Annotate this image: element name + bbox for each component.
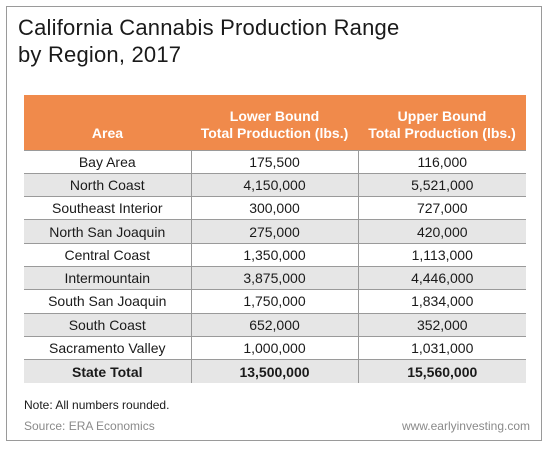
cell-lower: 1,750,000	[190, 289, 358, 314]
total-row: State Total 13,500,000 15,560,000	[24, 359, 526, 383]
cell-area: South San Joaquin	[24, 289, 191, 314]
header-upper-line-2: Total Production (lbs.)	[368, 124, 516, 141]
cell-upper: 352,000	[357, 312, 526, 337]
table-row: South San Joaquin 1,750,000 1,834,000	[24, 289, 526, 314]
total-upper: 15,560,000	[357, 359, 526, 383]
header-upper-line-1: Upper Bound	[397, 107, 487, 124]
table-row: North San Joaquin 275,000 420,000	[24, 219, 526, 244]
chart-title-line-2: by Region, 2017	[18, 42, 182, 67]
website-credit: www.earlyinvesting.com	[401, 419, 530, 433]
cell-upper: 4,446,000	[357, 265, 526, 290]
cell-upper: 727,000	[357, 196, 526, 220]
chart-title: California Cannabis Production Range by …	[18, 14, 498, 68]
source-credit: Source: ERA Economics	[24, 419, 155, 433]
total-area: State Total	[24, 359, 191, 383]
table-row: Intermountain 3,875,000 4,446,000	[24, 265, 526, 290]
cell-lower: 1,000,000	[190, 335, 358, 360]
table-row: South Coast 652,000 352,000	[24, 312, 526, 337]
table-header: Area Lower Bound Total Production (lbs.)…	[24, 95, 526, 150]
cell-area: Central Coast	[24, 242, 191, 267]
cell-upper: 116,000	[357, 149, 526, 174]
cell-lower: 275,000	[190, 219, 358, 244]
cell-lower: 652,000	[190, 312, 358, 337]
header-area-line-1: Area	[91, 124, 124, 141]
cell-area: South Coast	[24, 312, 191, 337]
cell-area: Southeast Interior	[24, 196, 191, 220]
cell-lower: 175,500	[190, 149, 358, 174]
cell-lower: 4,150,000	[190, 172, 358, 197]
cell-lower: 1,350,000	[190, 242, 358, 267]
cell-upper: 1,031,000	[357, 335, 526, 360]
table-row: Southeast Interior 300,000 727,000	[24, 196, 526, 220]
table-row: Central Coast 1,350,000 1,113,000	[24, 242, 526, 267]
cell-area: Sacramento Valley	[24, 335, 191, 360]
cell-area: Intermountain	[24, 265, 191, 290]
cell-upper: 5,521,000	[357, 172, 526, 197]
header-area: Area	[24, 95, 191, 150]
cell-upper: 420,000	[357, 219, 526, 244]
production-table: Area Lower Bound Total Production (lbs.)…	[24, 95, 526, 383]
header-upper-bound: Upper Bound Total Production (lbs.)	[358, 95, 526, 150]
header-row: Area Lower Bound Total Production (lbs.)…	[24, 95, 526, 150]
cell-lower: 3,875,000	[190, 265, 358, 290]
footnote: Note: All numbers rounded.	[24, 398, 170, 412]
cell-upper: 1,834,000	[357, 289, 526, 314]
cell-area: North San Joaquin	[24, 219, 191, 244]
cell-area: Bay Area	[24, 149, 191, 174]
table-row: Sacramento Valley 1,000,000 1,031,000	[24, 335, 526, 360]
header-lower-line-2: Total Production (lbs.)	[200, 124, 349, 141]
table-row: Bay Area 175,500 116,000	[24, 149, 526, 174]
cell-area: North Coast	[24, 172, 191, 197]
header-lower-bound: Lower Bound Total Production (lbs.)	[191, 95, 358, 150]
cell-lower: 300,000	[190, 196, 358, 220]
cell-upper: 1,113,000	[357, 242, 526, 267]
chart-title-line-1: California Cannabis Production Range	[18, 15, 400, 40]
total-lower: 13,500,000	[190, 359, 358, 383]
table-row: North Coast 4,150,000 5,521,000	[24, 172, 526, 197]
table-body: Bay Area 175,500 116,000 North Coast 4,1…	[24, 149, 526, 383]
header-lower-line-1: Lower Bound	[229, 107, 320, 124]
